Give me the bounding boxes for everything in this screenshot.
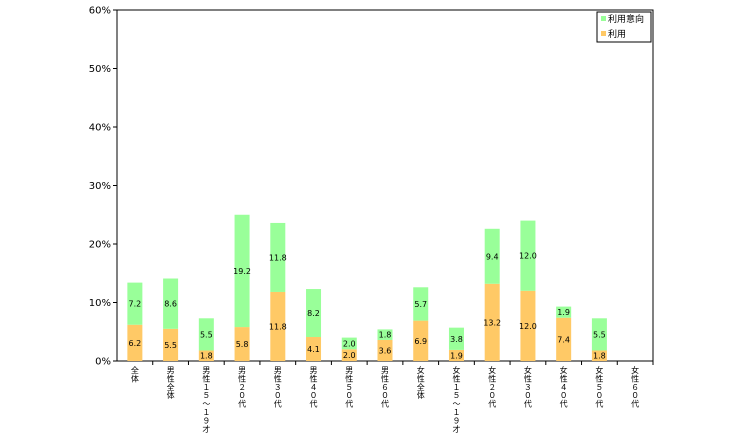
data-label: 2.0 <box>343 351 356 360</box>
bar-segment-intent <box>448 327 464 350</box>
data-label: 7.4 <box>557 335 570 344</box>
data-label: 5.5 <box>164 341 177 350</box>
bar-segment-intent <box>127 282 143 325</box>
bar-segment-intent <box>520 220 536 291</box>
x-category-label: 全体 <box>131 365 139 383</box>
x-axis: 全体 男性全体 男性１５～１９才 男性２０代 男性３０代 男性４０代 男性５０代 男性６０代 女… <box>131 361 654 434</box>
bar-segment-use <box>484 283 500 361</box>
y-tick-label: 60% <box>89 6 111 17</box>
data-label: 13.2 <box>483 318 501 327</box>
bar-segment-intent <box>270 222 286 292</box>
x-category-label: 女性全体 <box>417 365 425 400</box>
data-label: 8.2 <box>307 309 320 318</box>
y-axis: 0% 10% 20% 30% 40% 50% 60% <box>89 6 117 368</box>
x-category-label: 男性６０代 <box>381 366 389 409</box>
data-label: 11.8 <box>269 322 287 331</box>
data-label: 6.2 <box>128 339 141 348</box>
data-label: 5.5 <box>593 330 606 339</box>
y-tick-label: 40% <box>89 123 111 134</box>
y-tick-label: 10% <box>89 298 111 309</box>
bar-segment-intent <box>198 318 214 351</box>
bar-segment-intent <box>306 289 322 338</box>
data-label: 4.1 <box>307 345 320 354</box>
bar-segment-intent <box>163 278 179 329</box>
y-tick-label: 30% <box>89 181 111 192</box>
bar-segment-intent <box>484 228 500 284</box>
x-category-label: 女性１５～１９才 <box>452 365 460 434</box>
data-label: 11.8 <box>269 253 287 262</box>
bar-segment-use <box>127 324 143 361</box>
x-category-label: 男性２０代 <box>238 366 246 409</box>
y-tick-label: 50% <box>89 64 111 75</box>
data-label: 1.8 <box>200 352 213 361</box>
bars <box>127 214 607 361</box>
data-label: 1.9 <box>450 351 463 360</box>
x-category-label: 男性全体 <box>167 366 175 400</box>
x-category-label: 女性６０代 <box>631 365 639 409</box>
bar-segment-intent <box>591 318 607 351</box>
bar-segment-use <box>520 290 536 361</box>
bar-segment-use <box>377 339 393 361</box>
bar-segment-use <box>413 320 429 361</box>
data-label: 12.0 <box>519 252 537 261</box>
bar-segment-use <box>234 327 250 361</box>
data-label: 1.9 <box>557 308 570 317</box>
bar-segment-intent <box>377 329 393 340</box>
bar-segment-use <box>341 349 357 361</box>
data-label: 19.2 <box>233 267 251 276</box>
data-label: 3.8 <box>450 335 463 344</box>
data-label: 8.6 <box>164 300 177 309</box>
data-label: 1.8 <box>379 331 392 340</box>
x-category-label: 男性５０代 <box>345 366 353 409</box>
bar-segment-use <box>556 317 572 361</box>
x-category-label: 女性３０代 <box>524 365 532 409</box>
y-tick-label: 20% <box>89 240 111 251</box>
bar-segment-use <box>448 349 464 361</box>
data-labels: 6.2 7.2 5.5 8.6 1.8 5.5 5.8 19.2 11.8 11.8 4.1 8.2 2… <box>128 252 605 361</box>
x-category-label: 女性５０代 <box>595 365 603 409</box>
data-label: 2.0 <box>343 339 356 348</box>
x-category-label: 女性４０代 <box>560 365 568 409</box>
data-label: 5.5 <box>200 330 213 339</box>
data-label: 9.4 <box>486 252 499 261</box>
bar-segment-intent <box>341 337 357 350</box>
bar-segment-use <box>591 350 607 361</box>
data-label: 12.0 <box>519 322 537 331</box>
data-label: 7.2 <box>128 300 141 309</box>
data-label: 1.8 <box>593 352 606 361</box>
legend: 利用意向 利用 <box>596 11 652 43</box>
plot-area <box>116 9 654 362</box>
legend-label-use: 利用 <box>608 28 626 40</box>
bar-segment-use <box>198 350 214 361</box>
bar-segment-use <box>163 328 179 361</box>
x-category-label: 男性４０代 <box>310 366 318 409</box>
bar-segment-use <box>306 337 322 361</box>
y-tick-label: 0% <box>95 357 111 368</box>
data-label: 3.6 <box>379 346 392 355</box>
bar-segment-intent <box>234 214 250 328</box>
data-label: 5.7 <box>414 300 427 309</box>
bar-segment-use <box>270 291 286 361</box>
bar-segment-intent <box>556 306 572 318</box>
x-category-label: 男性３０代 <box>274 366 282 409</box>
legend-swatch-intent <box>601 16 606 21</box>
bar-segment-intent <box>413 287 429 321</box>
legend-swatch-use <box>601 31 606 36</box>
data-label: 6.9 <box>414 337 427 346</box>
x-category-label: 女性２０代 <box>488 365 496 409</box>
x-category-label: 男性１５～１９才 <box>202 366 210 434</box>
legend-label-intent: 利用意向 <box>608 13 644 25</box>
data-label: 5.8 <box>236 340 249 349</box>
